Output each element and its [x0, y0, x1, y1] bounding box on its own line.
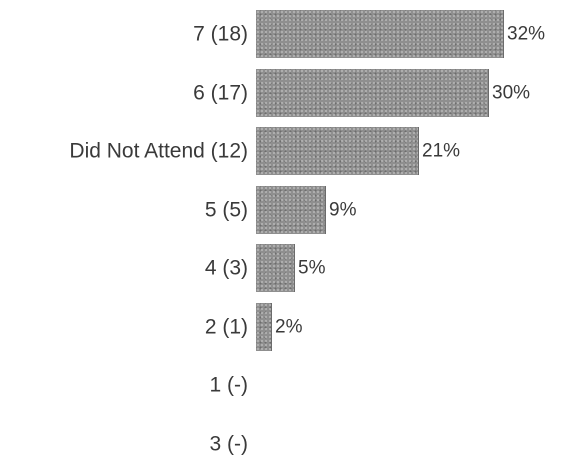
bar — [256, 68, 489, 117]
category-label: 1 (-) — [209, 373, 249, 397]
data-label: 9% — [329, 199, 357, 220]
data-label: 2% — [275, 316, 303, 337]
category-label: 4 (3) — [204, 256, 248, 280]
category-label: 6 (17) — [193, 81, 248, 104]
bar — [256, 10, 504, 58]
category-label: 2 (1) — [204, 315, 248, 338]
data-label: 32% — [507, 23, 546, 45]
category-label: Did Not Attend (12) — [69, 139, 248, 163]
bar — [256, 127, 419, 175]
category-label: 3 (-) — [209, 432, 249, 455]
category-label: 7 (18) — [193, 22, 248, 46]
bar — [256, 185, 326, 234]
bar — [256, 244, 295, 292]
data-label: 30% — [492, 82, 531, 103]
bar — [256, 302, 272, 351]
data-label: 5% — [298, 257, 326, 279]
data-label: 21% — [422, 140, 461, 162]
category-label: 5 (5) — [204, 198, 248, 221]
